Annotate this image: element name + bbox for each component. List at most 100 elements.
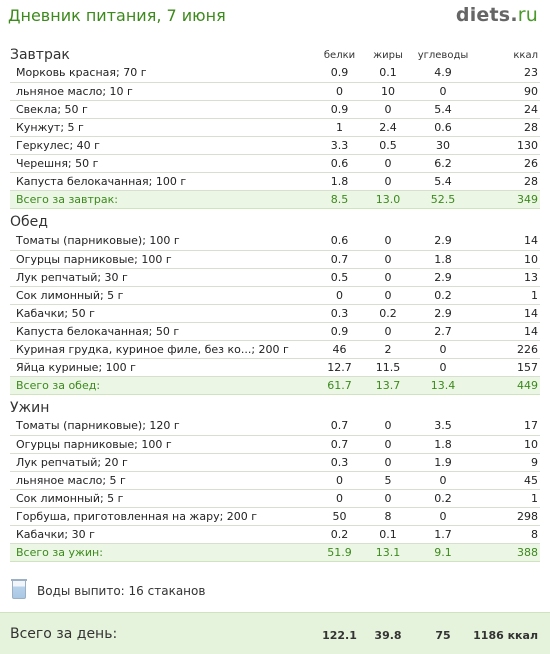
- meal-title-dinner: Ужин: [10, 400, 50, 416]
- meal-total-kcal: 388: [473, 543, 540, 562]
- food-carbs: 4.9: [413, 64, 473, 83]
- food-kcal: 9: [473, 453, 540, 472]
- food-row[interactable]: Черешня; 50 г 0.6 0 6.2 26: [10, 154, 540, 173]
- day-total-fat: 39.8: [374, 629, 402, 642]
- food-carbs: 30: [413, 136, 473, 155]
- food-protein: 0: [316, 471, 363, 490]
- food-protein: 0.6: [316, 232, 363, 251]
- food-row[interactable]: Сок лимонный; 5 г 0 0 0.2 1: [10, 286, 540, 305]
- food-name: Яйца куриные; 100 г: [10, 358, 316, 377]
- meal-table-dinner: Томаты (парниковые); 120 г 0.7 0 3.5 17 Огурц…: [10, 417, 540, 562]
- food-protein: 50: [316, 507, 363, 526]
- food-row[interactable]: Кабачки; 50 г 0.3 0.2 2.9 14: [10, 304, 540, 323]
- day-total-carbs: 75: [435, 629, 451, 642]
- food-kcal: 226: [473, 340, 540, 359]
- header: Дневник питания, 7 июня diets.ru: [0, 0, 550, 38]
- food-carbs: 0.6: [413, 118, 473, 137]
- col-header-protein: белки: [323, 50, 356, 61]
- food-row[interactable]: Горбуша, приготовленная на жару; 200 г 50…: [10, 507, 540, 526]
- food-row[interactable]: Геркулес; 40 г 3.3 0.5 30 130: [10, 136, 540, 155]
- food-name: льняное масло; 5 г: [10, 471, 316, 490]
- food-fat: 11.5: [363, 358, 413, 377]
- food-kcal: 13: [473, 268, 540, 287]
- day-total-bar: Всего за день: 122.1 39.8 75 1186 ккал: [0, 612, 550, 654]
- food-fat: 0.2: [363, 304, 413, 323]
- food-row[interactable]: Томаты (парниковые); 100 г 0.6 0 2.9 14: [10, 232, 540, 251]
- food-protein: 0.7: [316, 417, 363, 436]
- meal-total-protein: 51.9: [316, 543, 363, 562]
- food-kcal: 90: [473, 82, 540, 101]
- food-protein: 0.3: [316, 304, 363, 323]
- food-name: Капуста белокачанная; 100 г: [10, 172, 316, 191]
- food-kcal: 298: [473, 507, 540, 526]
- food-carbs: 0: [413, 82, 473, 101]
- day-total-protein: 122.1: [322, 629, 357, 642]
- site-logo[interactable]: diets.ru: [456, 4, 538, 26]
- food-row[interactable]: Сок лимонный; 5 г 0 0 0.2 1: [10, 489, 540, 508]
- meal-total-fat: 13.7: [363, 376, 413, 395]
- food-name: Сок лимонный; 5 г: [10, 286, 316, 305]
- col-header-fat: жиры: [373, 50, 403, 61]
- food-row[interactable]: Морковь красная; 70 г 0.9 0.1 4.9 23: [10, 64, 540, 83]
- food-fat: 0: [363, 154, 413, 173]
- food-name: Горбуша, приготовленная на жару; 200 г: [10, 507, 316, 526]
- food-carbs: 5.4: [413, 172, 473, 191]
- food-row[interactable]: Огурцы парниковые; 100 г 0.7 0 1.8 10: [10, 435, 540, 454]
- food-carbs: 0: [413, 471, 473, 490]
- food-row[interactable]: Капуста белокачанная; 50 г 0.9 0 2.7 14: [10, 322, 540, 341]
- logo-main: diets: [455, 4, 511, 26]
- food-carbs: 1.8: [413, 250, 473, 269]
- food-kcal: 14: [473, 304, 540, 323]
- meal-header-breakfast: Завтрак белки жиры углеводы ккал: [0, 47, 550, 65]
- food-kcal: 14: [473, 322, 540, 341]
- food-fat: 0.1: [363, 525, 413, 544]
- meal-total-fat: 13.1: [363, 543, 413, 562]
- food-row[interactable]: Томаты (парниковые); 120 г 0.7 0 3.5 17: [10, 417, 540, 436]
- meal-total-row: Всего за завтрак: 8.5 13.0 52.5 349: [10, 190, 540, 209]
- food-kcal: 157: [473, 358, 540, 377]
- food-row[interactable]: Капуста белокачанная; 100 г 1.8 0 5.4 28: [10, 172, 540, 191]
- food-row[interactable]: Яйца куриные; 100 г 12.7 11.5 0 157: [10, 358, 540, 377]
- meal-table-lunch: Томаты (парниковые); 100 г 0.6 0 2.9 14 Огурц…: [10, 232, 540, 395]
- food-carbs: 5.4: [413, 100, 473, 119]
- meal-total-label: Всего за завтрак:: [10, 190, 316, 209]
- meal-header-lunch: Обед: [0, 214, 550, 232]
- food-row[interactable]: Лук репчатый; 30 г 0.5 0 2.9 13: [10, 268, 540, 287]
- food-fat: 0: [363, 268, 413, 287]
- food-kcal: 24: [473, 100, 540, 119]
- food-fat: 0: [363, 417, 413, 436]
- food-name: Кабачки; 30 г: [10, 525, 316, 544]
- food-name: Капуста белокачанная; 50 г: [10, 322, 316, 341]
- food-row[interactable]: льняное масло; 5 г 0 5 0 45: [10, 471, 540, 490]
- meal-header-dinner: Ужин: [0, 400, 550, 418]
- food-protein: 1: [316, 118, 363, 137]
- food-name: Геркулес; 40 г: [10, 136, 316, 155]
- food-fat: 0.5: [363, 136, 413, 155]
- meal-total-kcal: 449: [473, 376, 540, 395]
- food-row[interactable]: Кабачки; 30 г 0.2 0.1 1.7 8: [10, 525, 540, 544]
- food-protein: 0: [316, 489, 363, 508]
- water-text: Воды выпито: 16 стаканов: [37, 584, 206, 598]
- food-carbs: 3.5: [413, 417, 473, 436]
- food-row[interactable]: Свекла; 50 г 0.9 0 5.4 24: [10, 100, 540, 119]
- food-protein: 0.6: [316, 154, 363, 173]
- food-protein: 0: [316, 286, 363, 305]
- food-carbs: 2.9: [413, 304, 473, 323]
- food-fat: 2: [363, 340, 413, 359]
- food-carbs: 1.9: [413, 453, 473, 472]
- meal-table-breakfast: Морковь красная; 70 г 0.9 0.1 4.9 23 льняное …: [10, 64, 540, 209]
- food-row[interactable]: Кунжут; 5 г 1 2.4 0.6 28: [10, 118, 540, 137]
- food-row[interactable]: льняное масло; 10 г 0 10 0 90: [10, 82, 540, 101]
- food-row[interactable]: Лук репчатый; 20 г 0.3 0 1.9 9: [10, 453, 540, 472]
- food-row[interactable]: Огурцы парниковые; 100 г 0.7 0 1.8 10: [10, 250, 540, 269]
- food-protein: 46: [316, 340, 363, 359]
- food-name: Лук репчатый; 20 г: [10, 453, 316, 472]
- food-row[interactable]: Куриная грудка, куриное филе, без ко...;…: [10, 340, 540, 359]
- food-name: Томаты (парниковые); 120 г: [10, 417, 316, 436]
- meal-total-row: Всего за обед: 61.7 13.7 13.4 449: [10, 376, 540, 395]
- meal-total-carbs: 52.5: [413, 190, 473, 209]
- food-protein: 0: [316, 82, 363, 101]
- food-kcal: 14: [473, 232, 540, 251]
- food-carbs: 1.8: [413, 435, 473, 454]
